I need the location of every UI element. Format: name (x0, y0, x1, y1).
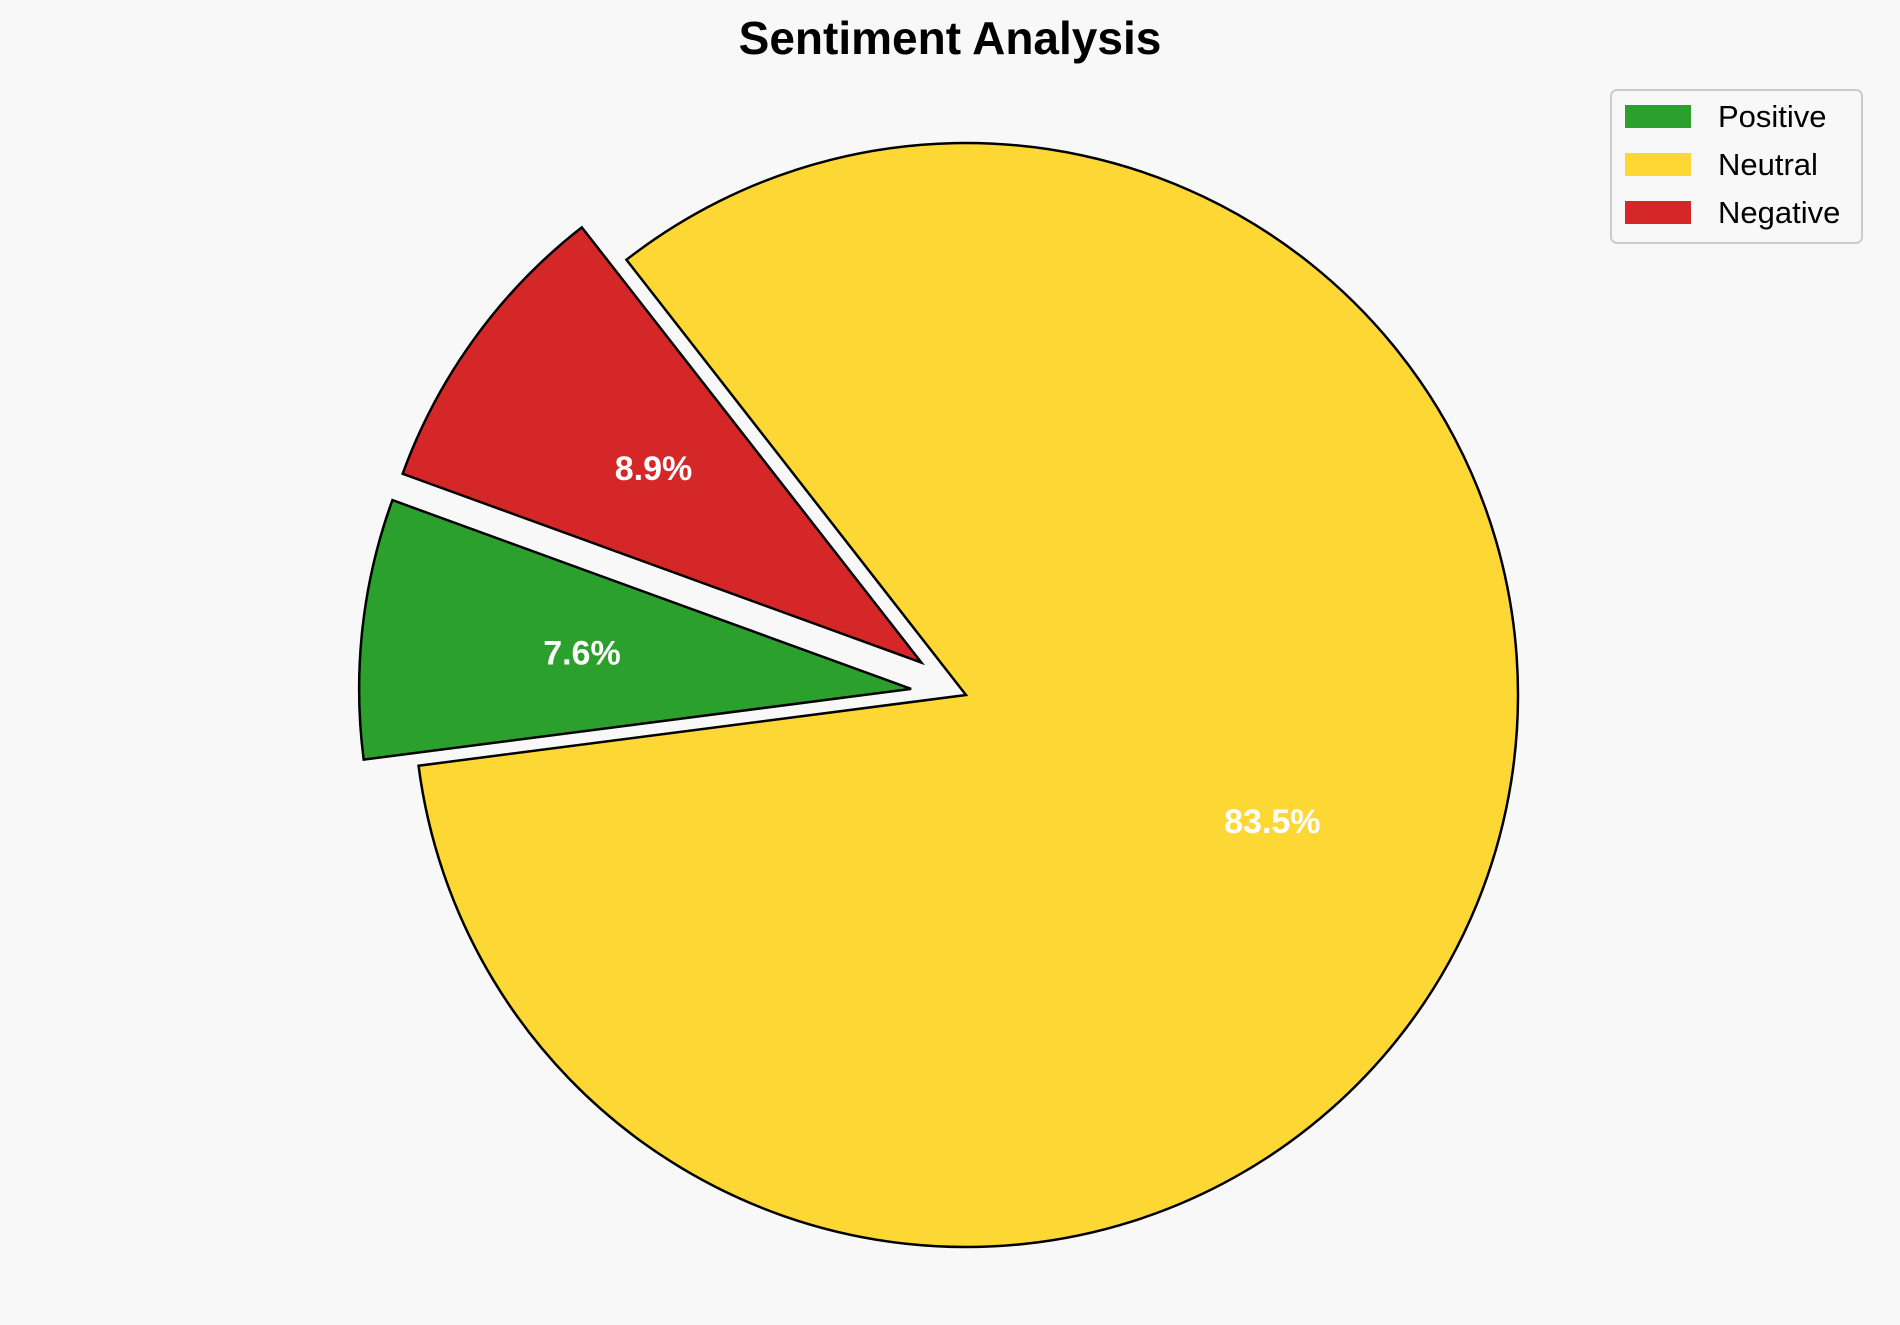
legend: Positive Neutral Negative (1610, 89, 1863, 244)
slice-label-positive: 7.6% (543, 634, 621, 672)
slice-label-negative: 8.9% (615, 450, 693, 488)
pie-slices (357, 141, 1520, 1249)
pie-slice-neutral (417, 141, 1520, 1249)
legend-swatch-neutral (1625, 153, 1691, 176)
legend-swatch-negative (1625, 201, 1691, 224)
slice-label-neutral: 83.5% (1224, 803, 1320, 841)
legend-swatch-positive (1625, 105, 1691, 128)
pie-slice-negative (401, 225, 926, 666)
legend-label-positive: Positive (1718, 99, 1827, 134)
chart-title: Sentiment Analysis (739, 12, 1162, 64)
pie-labels: 7.6% 83.5% 8.9% (543, 450, 1320, 841)
pie-slice-positive (357, 498, 912, 762)
legend-label-negative: Negative (1718, 195, 1840, 230)
legend-label-neutral: Neutral (1718, 147, 1818, 182)
